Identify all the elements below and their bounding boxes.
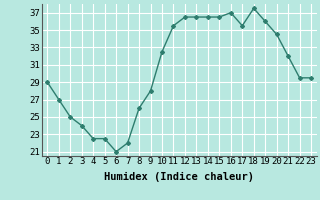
- X-axis label: Humidex (Indice chaleur): Humidex (Indice chaleur): [104, 172, 254, 182]
